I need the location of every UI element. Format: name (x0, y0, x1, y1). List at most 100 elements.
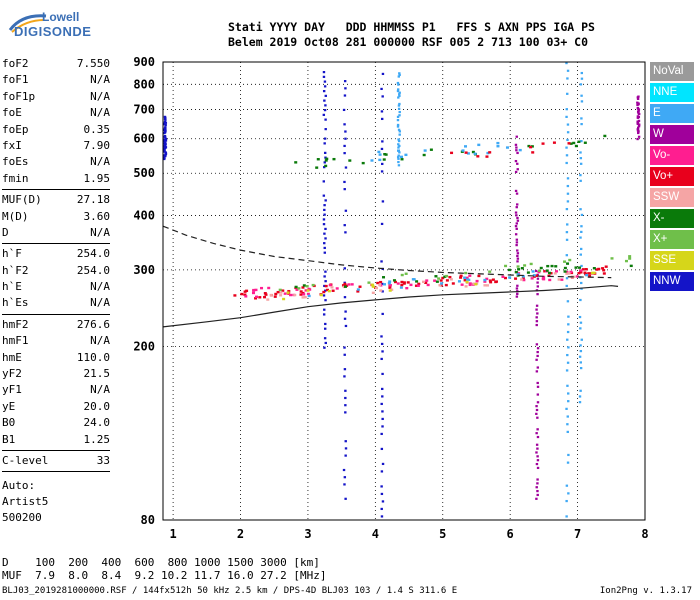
streak-point (515, 222, 518, 225)
streak-point (565, 238, 569, 241)
echo-point (464, 271, 468, 275)
streak-point (398, 110, 401, 114)
echo-point (535, 274, 539, 277)
streak-point (580, 100, 584, 103)
echo-point (472, 282, 476, 285)
echo-point (283, 292, 287, 295)
echo-point (440, 282, 444, 285)
streak-point (536, 350, 539, 354)
echo-point (520, 267, 524, 270)
streak-point (637, 119, 641, 122)
y-tick-label: 200 (133, 340, 155, 354)
lowell-digisonde-logo: Lowell DIGISONDE (6, 6, 126, 54)
echo-point (400, 280, 404, 284)
streak-point (397, 75, 401, 78)
echo-point (516, 265, 520, 268)
echo-point (486, 284, 490, 287)
streak-point (636, 115, 640, 118)
streak-point (536, 385, 540, 388)
streak-point (344, 310, 347, 313)
streak-point (343, 317, 347, 320)
streak-point (323, 337, 327, 340)
echo-point (437, 277, 441, 280)
streak-point (566, 430, 569, 434)
param-row: foF1 N/A (2, 72, 110, 88)
auto-program: Artist5 (2, 495, 49, 508)
streak-point (324, 104, 327, 107)
streak-point (396, 89, 400, 93)
echo-point (585, 273, 589, 277)
echo-point (489, 280, 493, 284)
param-name: hmF1 (2, 334, 29, 348)
streak-point (636, 106, 640, 110)
streak-point (322, 218, 326, 221)
streak-point (535, 462, 539, 466)
param-name: hmF2 (2, 317, 29, 331)
streak-point (566, 384, 569, 387)
echo-point (466, 152, 470, 155)
param-value: N/A (90, 225, 110, 239)
echo-point (477, 143, 481, 147)
param-value: N/A (90, 106, 110, 120)
param-row: h`F 254.0 (2, 246, 110, 262)
streak-point (324, 118, 327, 121)
echo-point (468, 282, 472, 285)
logo-swoosh-icon (8, 14, 47, 33)
echo-point (387, 281, 391, 285)
echo-point (530, 277, 534, 280)
echo-point (553, 272, 557, 275)
echo-point (325, 288, 329, 292)
echo-point (423, 149, 427, 152)
streak-point (578, 315, 582, 319)
streak-point (567, 323, 570, 326)
echo-point (438, 284, 442, 287)
param-row: MUF(D) 27.18 (2, 192, 110, 208)
x-tick-label: 1 (169, 527, 176, 541)
streak-point (536, 428, 539, 431)
streak-point (381, 417, 384, 421)
streak-point (579, 247, 583, 251)
streak-point (516, 249, 519, 252)
echo-point (581, 268, 585, 271)
echo-point (279, 291, 283, 294)
streak-point (381, 500, 385, 503)
streak-point (536, 293, 539, 296)
param-row: fxI 7.90 (2, 138, 110, 154)
echo-point (491, 278, 495, 281)
streak-point (536, 366, 540, 369)
param-name: h`F2 (2, 263, 29, 277)
echo-point (233, 294, 237, 297)
streak-point (343, 346, 346, 349)
param-name: foF1p (2, 89, 36, 103)
model-profile-solid (162, 285, 619, 328)
param-value: N/A (90, 334, 110, 348)
echo-point (378, 153, 382, 156)
streak-point (515, 238, 519, 241)
echo-point (400, 158, 404, 161)
data-points (162, 62, 641, 518)
streak-point (323, 137, 327, 140)
echo-point (522, 278, 526, 282)
echo-point (545, 269, 549, 272)
param-value: 276.6 (76, 317, 110, 331)
echo-point (429, 148, 433, 151)
streak-point (535, 323, 538, 327)
streak-point (164, 146, 168, 149)
param-name: B1 (2, 432, 16, 446)
legend-item: W (650, 125, 694, 144)
echo-point (343, 282, 347, 286)
streak-point (636, 128, 640, 131)
echo-point (422, 153, 426, 157)
echo-point (468, 283, 472, 287)
streak-point (343, 476, 347, 479)
plot-frame (162, 61, 646, 521)
streak-point (323, 308, 326, 311)
streak-point (343, 152, 346, 155)
echo-point (388, 280, 392, 283)
param-row: C-level 33 (2, 453, 110, 469)
streak-point (535, 451, 538, 454)
echo-point (378, 158, 382, 162)
echo-point (537, 270, 541, 274)
streak-point (566, 223, 569, 226)
streak-point (514, 189, 518, 193)
